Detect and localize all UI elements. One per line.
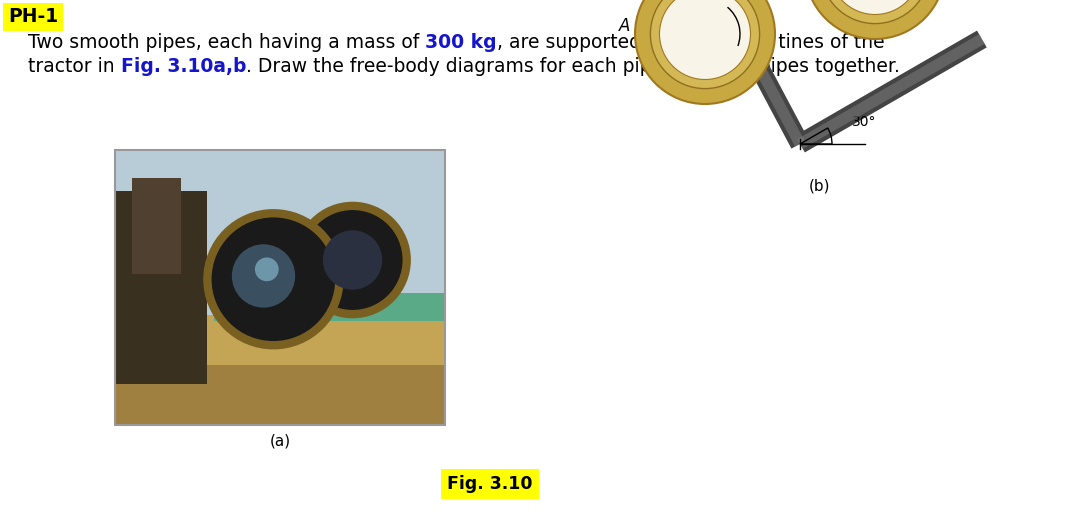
- Circle shape: [821, 0, 930, 24]
- Circle shape: [298, 206, 407, 314]
- Bar: [132, 177, 181, 274]
- Circle shape: [232, 244, 295, 308]
- Text: Two smooth pipes, each having a mass of: Two smooth pipes, each having a mass of: [28, 32, 426, 51]
- Text: (a): (a): [269, 433, 291, 449]
- Bar: [114, 150, 445, 321]
- Text: , are supported by the forked tines of the: , are supported by the forked tines of t…: [497, 32, 885, 51]
- Bar: [114, 321, 445, 425]
- Text: Fig. 3.10: Fig. 3.10: [447, 475, 532, 493]
- Circle shape: [805, 0, 945, 39]
- Circle shape: [635, 0, 775, 104]
- Text: . Draw the free-body diagrams for each pipe and both pipes together.: . Draw the free-body diagrams for each p…: [246, 58, 900, 77]
- Text: 30°: 30°: [852, 115, 877, 129]
- Text: tractor in: tractor in: [28, 58, 121, 77]
- Text: A: A: [619, 17, 630, 35]
- Bar: [114, 191, 207, 384]
- Circle shape: [207, 213, 339, 345]
- Text: 300 kg: 300 kg: [426, 32, 497, 51]
- Bar: [214, 293, 445, 321]
- Text: (b): (b): [809, 178, 831, 193]
- Circle shape: [323, 230, 382, 290]
- Text: 0.35 m: 0.35 m: [698, 45, 744, 58]
- Circle shape: [829, 0, 920, 14]
- Bar: [114, 150, 445, 425]
- Text: Fig. 3.10a,b: Fig. 3.10a,b: [121, 58, 246, 77]
- Circle shape: [650, 0, 759, 88]
- Text: PH-1: PH-1: [8, 8, 58, 27]
- Circle shape: [660, 0, 751, 80]
- Bar: [114, 315, 445, 364]
- Circle shape: [255, 258, 279, 281]
